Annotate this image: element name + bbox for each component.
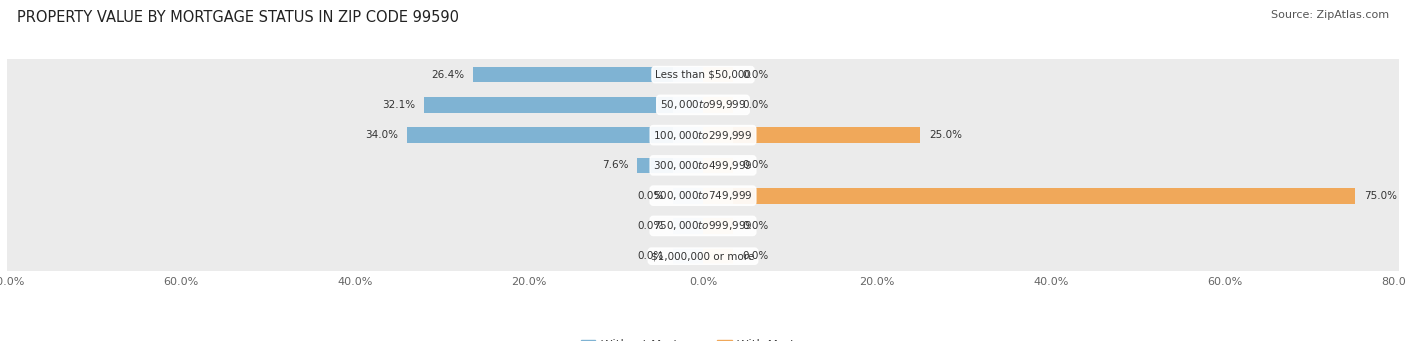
Bar <box>7 59 1399 90</box>
Bar <box>7 180 1399 211</box>
Bar <box>672 218 703 234</box>
Text: 7.6%: 7.6% <box>602 160 628 170</box>
Text: 32.1%: 32.1% <box>382 100 415 110</box>
Text: 0.0%: 0.0% <box>637 191 664 201</box>
Text: 75.0%: 75.0% <box>1364 191 1398 201</box>
Bar <box>474 67 703 83</box>
Text: Source: ZipAtlas.com: Source: ZipAtlas.com <box>1271 10 1389 20</box>
Text: 34.0%: 34.0% <box>366 130 398 140</box>
Text: $1,000,000 or more: $1,000,000 or more <box>651 251 755 261</box>
Text: $50,000 to $99,999: $50,000 to $99,999 <box>659 98 747 112</box>
Text: 0.0%: 0.0% <box>742 70 769 79</box>
Bar <box>703 127 734 143</box>
Bar <box>703 158 734 173</box>
Bar <box>672 248 703 264</box>
Bar <box>672 158 703 173</box>
Bar <box>423 97 703 113</box>
Bar <box>703 67 734 83</box>
Bar <box>637 158 703 173</box>
Text: PROPERTY VALUE BY MORTGAGE STATUS IN ZIP CODE 99590: PROPERTY VALUE BY MORTGAGE STATUS IN ZIP… <box>17 10 458 25</box>
Bar <box>703 218 734 234</box>
Text: $750,000 to $999,999: $750,000 to $999,999 <box>654 219 752 233</box>
Bar <box>408 127 703 143</box>
Bar <box>672 127 703 143</box>
Bar <box>703 248 734 264</box>
Bar <box>7 150 1399 180</box>
Bar <box>7 241 1399 271</box>
Text: 26.4%: 26.4% <box>432 70 464 79</box>
Text: 0.0%: 0.0% <box>742 221 769 231</box>
Bar <box>672 97 703 113</box>
Bar <box>672 67 703 83</box>
Text: Less than $50,000: Less than $50,000 <box>655 70 751 79</box>
Bar <box>703 188 1355 204</box>
Legend: Without Mortgage, With Mortgage: Without Mortgage, With Mortgage <box>576 335 830 341</box>
Text: 0.0%: 0.0% <box>742 160 769 170</box>
Bar <box>672 188 703 204</box>
Text: 0.0%: 0.0% <box>637 221 664 231</box>
Text: $500,000 to $749,999: $500,000 to $749,999 <box>654 189 752 202</box>
Bar <box>7 120 1399 150</box>
Bar <box>7 211 1399 241</box>
Bar <box>703 127 921 143</box>
Bar <box>703 188 734 204</box>
Text: 0.0%: 0.0% <box>742 100 769 110</box>
Text: 0.0%: 0.0% <box>742 251 769 261</box>
Text: 25.0%: 25.0% <box>929 130 962 140</box>
Bar <box>703 97 734 113</box>
Text: $300,000 to $499,999: $300,000 to $499,999 <box>654 159 752 172</box>
Bar <box>7 90 1399 120</box>
Text: 0.0%: 0.0% <box>637 251 664 261</box>
Text: $100,000 to $299,999: $100,000 to $299,999 <box>654 129 752 142</box>
